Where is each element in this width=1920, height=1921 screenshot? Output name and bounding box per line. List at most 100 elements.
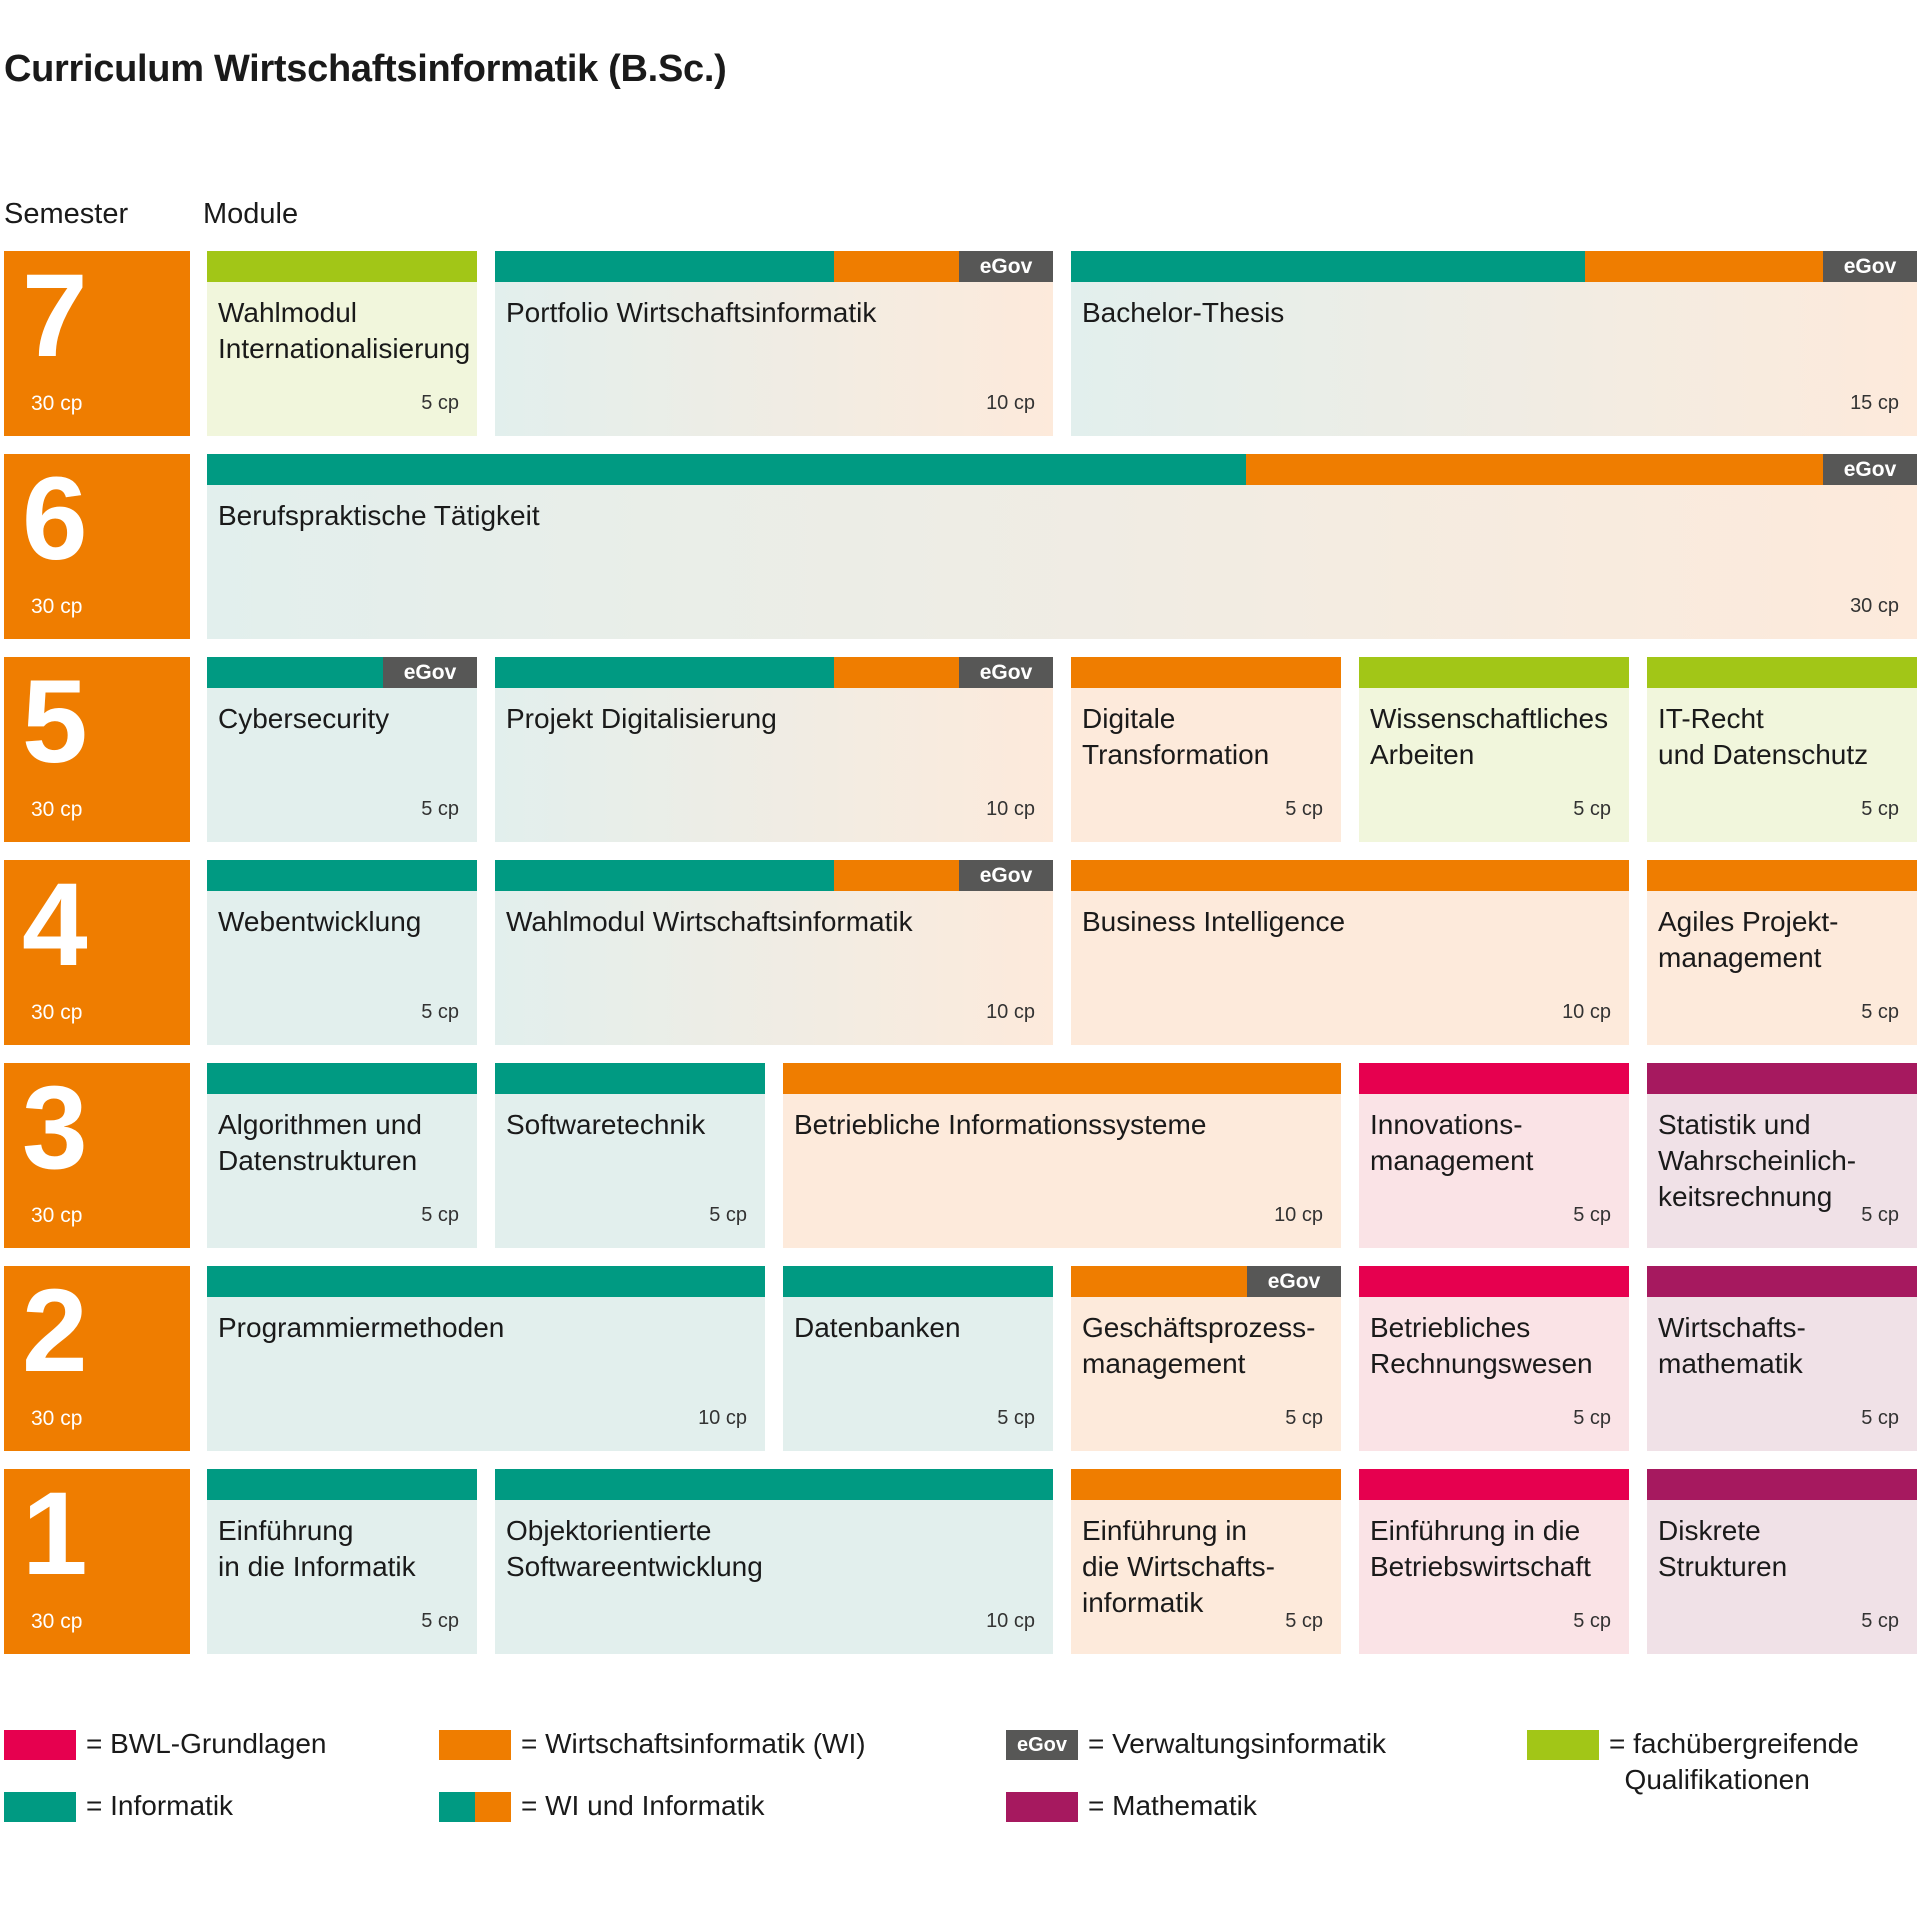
module-card[interactable]: Objektorientierte Softwareentwicklung 10 … <box>495 1469 1053 1654</box>
category-segment <box>1647 860 1917 891</box>
module-name: Algorithmen und Datenstrukturen <box>218 1109 422 1176</box>
informatik-segment <box>439 1792 475 1822</box>
semester-number: 4 <box>22 859 88 991</box>
legend-swatch-math <box>1006 1792 1078 1822</box>
module-card[interactable]: Betriebliche Informationssysteme 10 cp <box>783 1063 1341 1248</box>
egov-badge: eGov <box>1823 454 1917 485</box>
module-card[interactable]: eGov Projekt Digitalisierung 10 cp <box>495 657 1053 842</box>
module-name: Cybersecurity <box>218 703 390 734</box>
legend-label-wi: = Wirtschaftsinformatik (WI) <box>521 1728 866 1759</box>
module-name: Statistik und Wahrscheinlich- keitsrechn… <box>1658 1109 1857 1212</box>
module-credits: 5 cp <box>1285 1407 1323 1429</box>
module-category-bar <box>495 1469 1053 1500</box>
semester-credits: 30 cp <box>31 392 83 415</box>
module-card[interactable]: Diskrete Strukturen 5 cp <box>1647 1469 1917 1654</box>
module-name: Innovations- management <box>1370 1109 1534 1176</box>
module-card[interactable]: Einführung in die Informatik 5 cp <box>207 1469 477 1654</box>
module-card[interactable]: IT-Recht und Datenschutz 5 cp <box>1647 657 1917 842</box>
module-category-bar <box>495 1063 765 1094</box>
module-card[interactable]: eGov Berufspraktische Tätigkeit 30 cp <box>207 454 1917 639</box>
informatik-segment <box>495 251 835 282</box>
semester-block-5: 5 30 cp <box>4 657 190 842</box>
module-card[interactable]: eGov Portfolio Wirtschaftsinformatik 10 cp <box>495 251 1053 436</box>
module-credits: 5 cp <box>421 1001 459 1023</box>
module-name: Agiles Projekt- management <box>1658 906 1839 973</box>
module-credits: 5 cp <box>1285 1610 1323 1632</box>
wi-segment <box>1246 454 1917 485</box>
category-segment <box>207 251 477 282</box>
module-name: Portfolio Wirtschaftsinformatik <box>506 297 877 328</box>
module-card[interactable]: Algorithmen und Datenstrukturen 5 cp <box>207 1063 477 1248</box>
semester-block-3: 3 30 cp <box>4 1063 190 1248</box>
module-card[interactable]: eGov Geschäftsprozess- management 5 cp <box>1071 1266 1341 1451</box>
semester-block-1: 1 30 cp <box>4 1469 190 1654</box>
module-card[interactable]: Datenbanken 5 cp <box>783 1266 1053 1451</box>
module-category-bar <box>1071 860 1629 891</box>
module-category-bar <box>1359 1469 1629 1500</box>
semester-number: 3 <box>22 1062 88 1194</box>
module-card[interactable]: Programmiermethoden 10 cp <box>207 1266 765 1451</box>
swatch-fill <box>4 1792 76 1822</box>
module-card[interactable]: Einführung in die Wirtschafts- informati… <box>1071 1469 1341 1654</box>
module-card[interactable]: Business Intelligence 10 cp <box>1071 860 1629 1045</box>
module-name: Diskrete Strukturen <box>1658 1515 1788 1582</box>
legend-label-math: = Mathematik <box>1088 1790 1257 1821</box>
module-credits: 15 cp <box>1850 392 1899 414</box>
module-name: Wahlmodul Wirtschaftsinformatik <box>506 906 913 937</box>
swatch-fill <box>439 1730 511 1760</box>
module-credits: 10 cp <box>1562 1001 1611 1023</box>
module-name: Einführung in die Informatik <box>218 1515 416 1582</box>
informatik-segment <box>1071 251 1586 282</box>
module-credits: 5 cp <box>1861 1204 1899 1226</box>
module-card[interactable]: eGov Wahlmodul Wirtschaftsinformatik 10 cp <box>495 860 1053 1045</box>
module-card[interactable]: Betriebliches Rechnungswesen 5 cp <box>1359 1266 1629 1451</box>
module-credits: 5 cp <box>421 392 459 414</box>
category-segment <box>1071 657 1341 688</box>
module-card[interactable]: Digitale Transformation 5 cp <box>1071 657 1341 842</box>
module-card[interactable]: eGov Cybersecurity 5 cp <box>207 657 477 842</box>
module-credits: 5 cp <box>997 1407 1035 1429</box>
category-segment <box>495 1063 765 1094</box>
semester-credits: 30 cp <box>31 1001 83 1024</box>
legend-label-egov: = Verwaltungsinformatik <box>1088 1728 1387 1759</box>
category-segment <box>1647 1063 1917 1094</box>
category-segment <box>1359 1266 1629 1297</box>
module-card[interactable]: Einführung in die Betriebswirtschaft 5 cp <box>1359 1469 1629 1654</box>
category-segment <box>207 860 477 891</box>
module-credits: 5 cp <box>1573 1204 1611 1226</box>
legend-swatch-mixed <box>439 1792 511 1822</box>
module-card[interactable]: Statistik und Wahrscheinlich- keitsrechn… <box>1647 1063 1917 1248</box>
module-name: Wahlmodul Internationalisierung <box>218 297 471 364</box>
module-name: Softwaretechnik <box>506 1109 706 1140</box>
module-card[interactable]: Wahlmodul Internationalisierung 5 cp <box>207 251 477 436</box>
module-name: Bachelor-Thesis <box>1082 297 1285 328</box>
module-category-bar <box>783 1266 1053 1297</box>
module-card[interactable]: Wirtschafts- mathematik 5 cp <box>1647 1266 1917 1451</box>
legend-label-inf: = Informatik <box>86 1790 234 1821</box>
module-category-bar <box>1071 657 1341 688</box>
module-name: Projekt Digitalisierung <box>506 703 777 734</box>
module-card[interactable]: Innovations- management 5 cp <box>1359 1063 1629 1248</box>
module-name: Business Intelligence <box>1082 906 1346 937</box>
informatik-segment <box>495 860 835 891</box>
category-segment <box>207 1063 477 1094</box>
module-credits: 10 cp <box>986 392 1035 414</box>
module-category-bar <box>1359 657 1629 688</box>
module-credits: 5 cp <box>1861 1001 1899 1023</box>
semester-credits: 30 cp <box>31 1204 83 1227</box>
legend-swatch-inf <box>4 1792 76 1822</box>
module-card[interactable]: Agiles Projekt- management 5 cp <box>1647 860 1917 1045</box>
swatch-fill <box>1527 1730 1599 1760</box>
module-card[interactable]: Wissenschaftliches Arbeiten 5 cp <box>1359 657 1629 842</box>
module-card[interactable]: Webentwicklung 5 cp <box>207 860 477 1045</box>
module-category-bar <box>207 860 477 891</box>
module-card[interactable]: Softwaretechnik 5 cp <box>495 1063 765 1248</box>
module-category-bar <box>207 251 477 282</box>
module-category-bar <box>1647 1266 1917 1297</box>
semester-block-7: 7 30 cp <box>4 251 190 436</box>
category-segment <box>207 1266 765 1297</box>
egov-badge: eGov <box>959 860 1053 891</box>
module-credits: 5 cp <box>421 1610 459 1632</box>
module-card[interactable]: eGov Bachelor-Thesis 15 cp <box>1071 251 1917 436</box>
